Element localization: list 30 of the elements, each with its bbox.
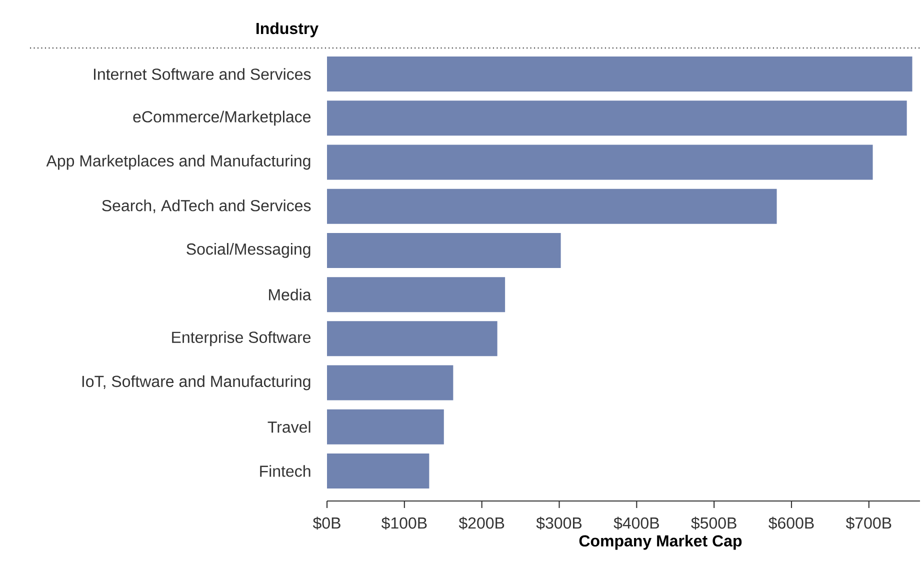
bar bbox=[327, 321, 498, 356]
x-tick-label: $300B bbox=[536, 516, 582, 530]
bar bbox=[327, 409, 444, 444]
bar bbox=[327, 277, 506, 312]
bar bbox=[327, 100, 907, 136]
y-tick-label: eCommerce/Marketplace bbox=[133, 110, 311, 126]
x-axis-title: Company Market Cap bbox=[579, 534, 742, 550]
bar bbox=[327, 56, 912, 92]
y-tick-label: Social/Messaging bbox=[186, 243, 310, 258]
y-tick-label: Media bbox=[269, 288, 312, 300]
y-axis-title: Industry bbox=[256, 22, 318, 38]
x-tick-label: $400B bbox=[614, 516, 659, 530]
y-tick-label: Travel bbox=[268, 421, 310, 433]
bar bbox=[327, 232, 561, 268]
bar bbox=[327, 365, 454, 400]
x-tick-label: $700B bbox=[846, 516, 892, 530]
y-tick-label: IoT, Software and Manufacturing bbox=[82, 375, 310, 390]
x-tick-label: $100B bbox=[381, 516, 427, 530]
x-tick-label: $200B bbox=[458, 516, 504, 530]
y-tick-label: App Marketplaces and Manufacturing bbox=[46, 154, 310, 170]
bar bbox=[327, 454, 430, 489]
bar bbox=[327, 144, 873, 180]
x-tick-label: $500B bbox=[691, 516, 736, 530]
bar bbox=[327, 188, 777, 224]
y-tick-label: Internet Software and Services bbox=[94, 68, 311, 80]
x-tick-label: $600B bbox=[768, 516, 814, 530]
y-tick-label: Fintech bbox=[260, 465, 310, 477]
y-tick-label: Enterprise Software bbox=[172, 331, 311, 346]
x-tick-label: $0B bbox=[312, 516, 340, 530]
y-tick-label: Search, AdTech and Services bbox=[102, 200, 311, 214]
